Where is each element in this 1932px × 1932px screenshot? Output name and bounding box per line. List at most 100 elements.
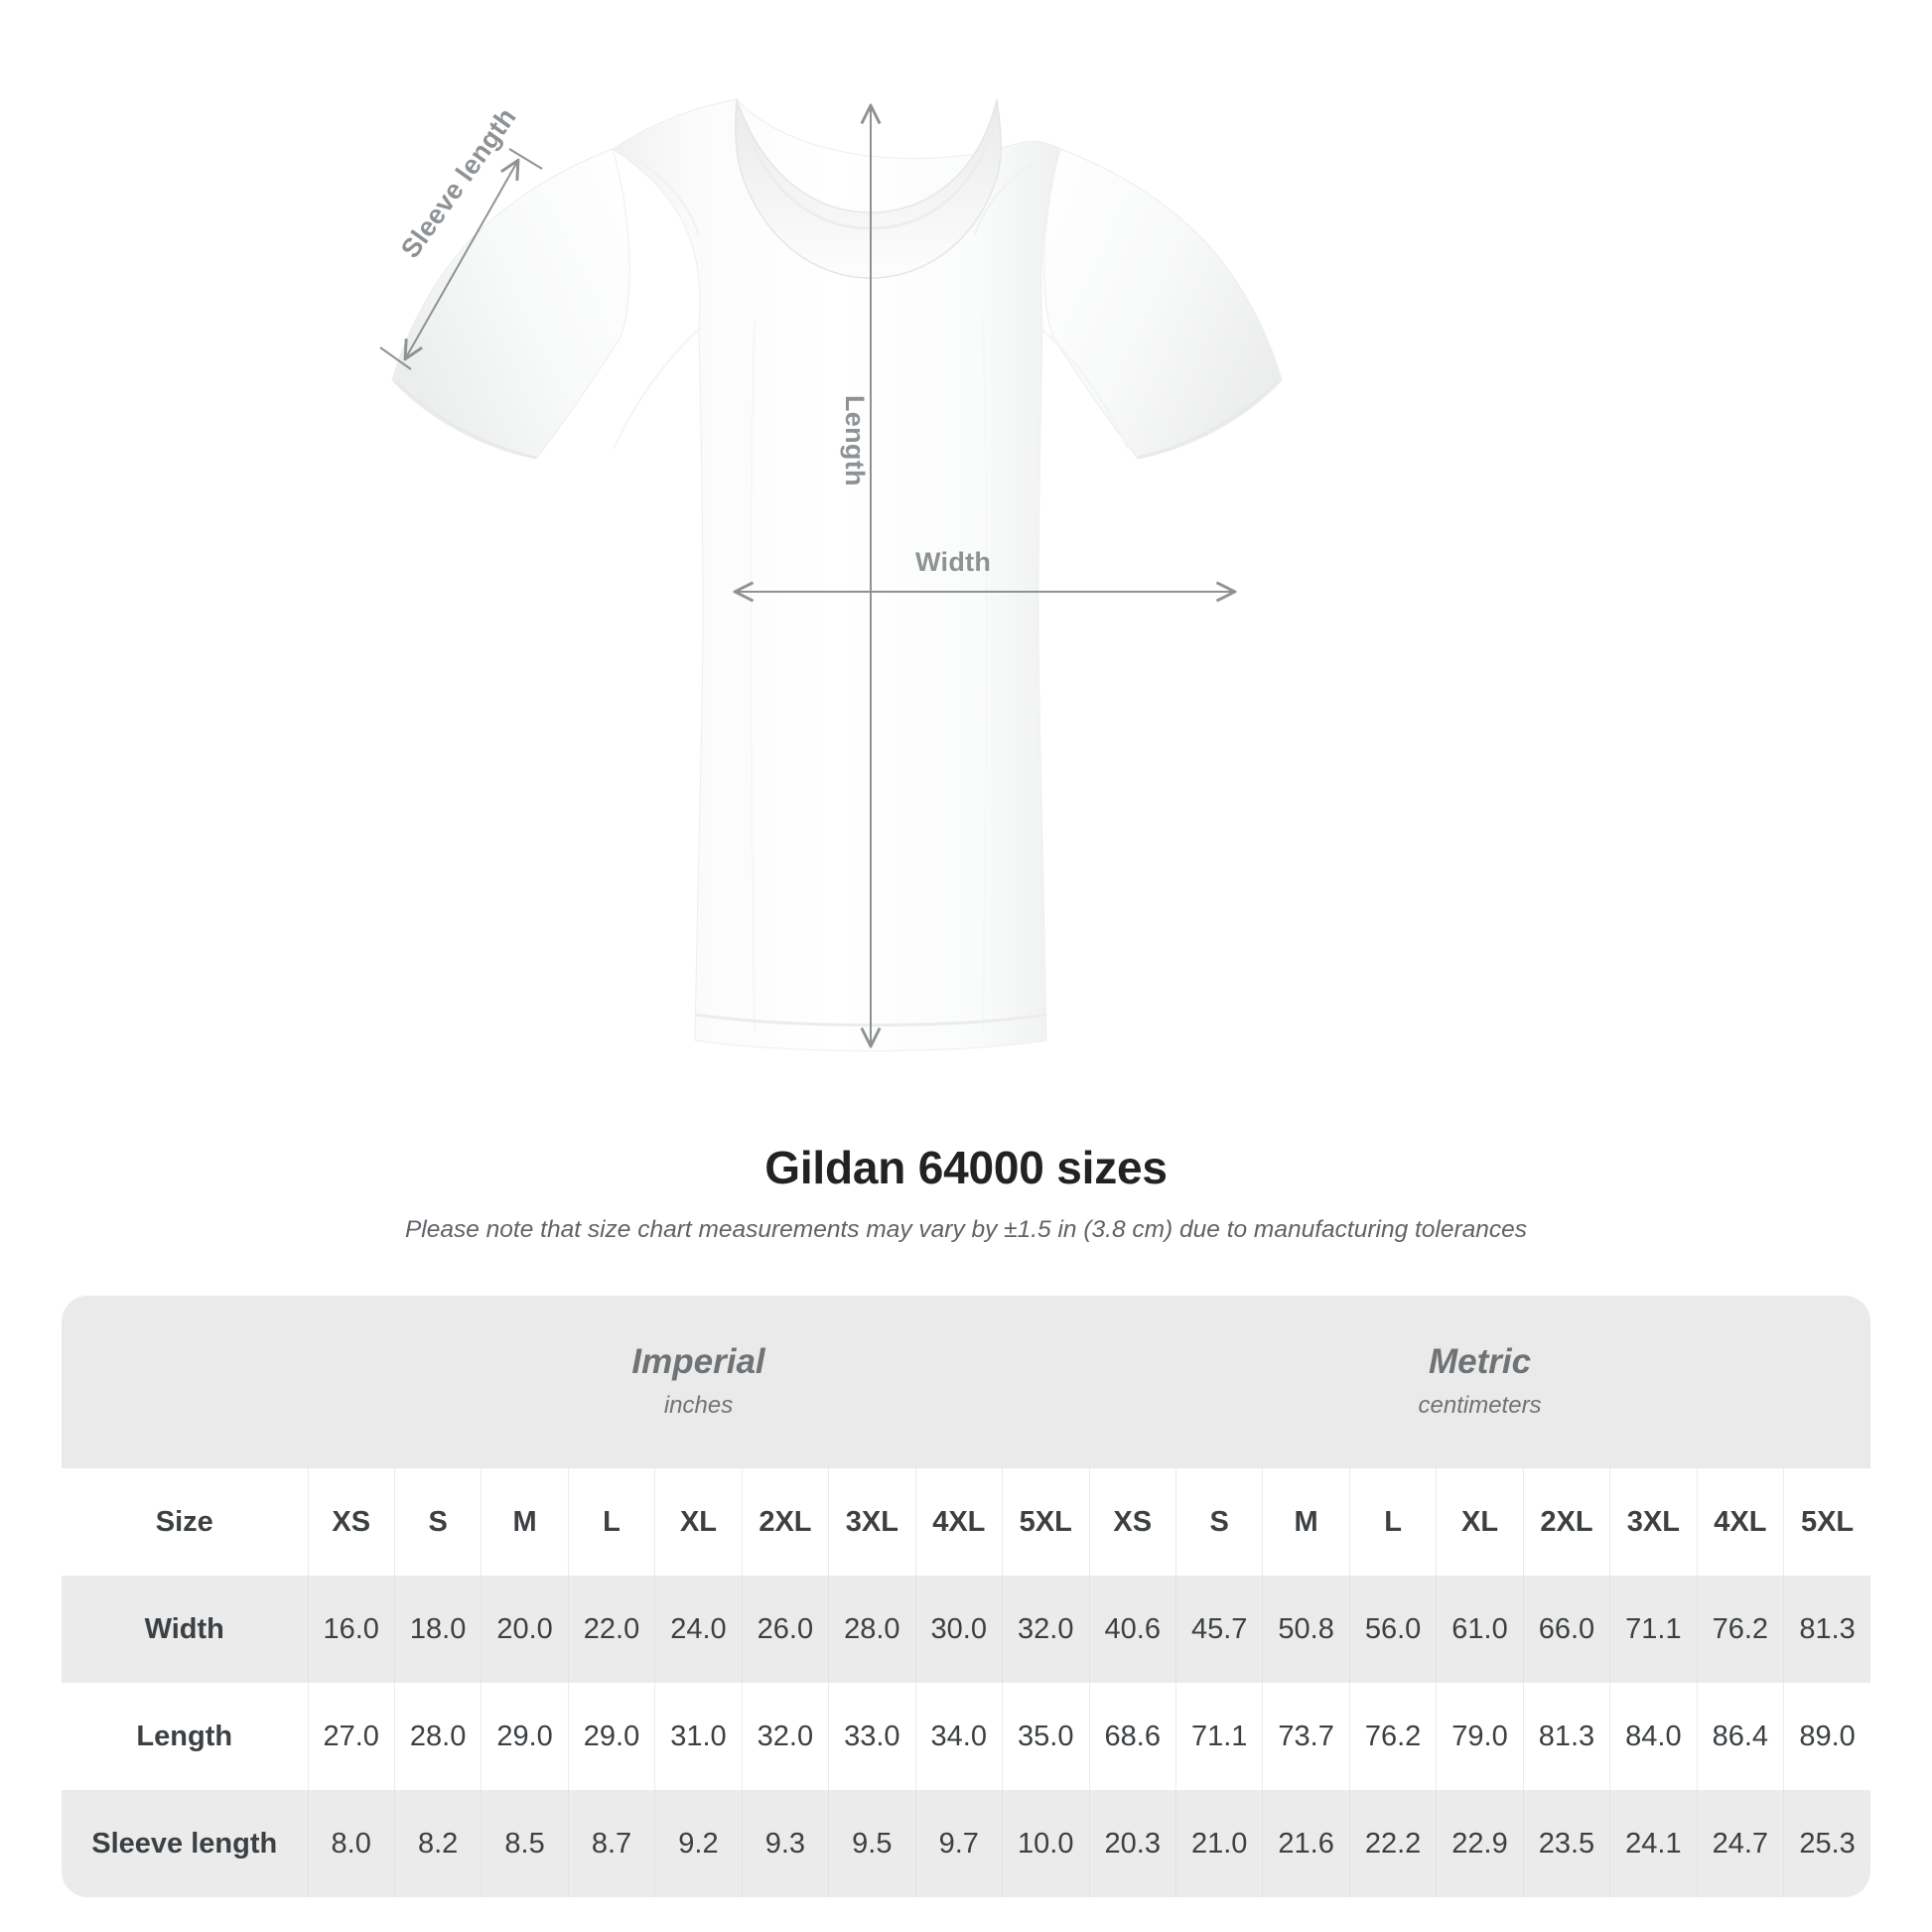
measurement-cell: 29.0 xyxy=(568,1683,656,1790)
size-table: Imperial inches Metric centimeters Size XS S M L… xyxy=(62,1296,1870,1897)
size-header-label: Size xyxy=(62,1468,309,1576)
measurement-cell: 16.0 xyxy=(308,1576,395,1683)
measurement-cell: 50.8 xyxy=(1262,1576,1350,1683)
size-header-cell: S xyxy=(394,1468,483,1576)
width-label: Width xyxy=(915,547,992,577)
measurement-cell: 61.0 xyxy=(1436,1576,1524,1683)
tolerance-note: Please note that size chart measurements… xyxy=(404,1216,1528,1243)
measurement-cell: 30.0 xyxy=(915,1576,1004,1683)
measurement-cell: 21.6 xyxy=(1262,1790,1350,1897)
length-label: Length xyxy=(840,395,870,486)
size-header-cell: 3XL xyxy=(1609,1468,1698,1576)
size-header-cell: 5XL xyxy=(1002,1468,1090,1576)
size-header-cell: 4XL xyxy=(915,1468,1004,1576)
measurement-cell: 8.0 xyxy=(308,1790,395,1897)
table-row: Sleeve length 8.0 8.2 8.5 8.7 9.2 9.3 9.5 9.7 10.… xyxy=(62,1790,1870,1897)
measurement-cell: 56.0 xyxy=(1349,1576,1438,1683)
size-header-cell: M xyxy=(1262,1468,1350,1576)
unit-row-spacer xyxy=(62,1296,308,1468)
measurement-cell: 9.2 xyxy=(654,1790,743,1897)
unit-group-imperial: Imperial inches xyxy=(308,1296,1090,1468)
size-header-row: Size XS S M L XL 2XL 3XL 4XL 5XL XS S M L XL 2XL 3XL 4XL 5… xyxy=(62,1468,1870,1576)
size-header-cell: XS xyxy=(1089,1468,1176,1576)
sleeve-tick-bottom xyxy=(379,346,412,370)
sleeve-arrow xyxy=(406,162,517,357)
measurement-cell: 9.3 xyxy=(742,1790,830,1897)
measurement-cell: 28.0 xyxy=(828,1576,916,1683)
measurement-cell: 32.0 xyxy=(1002,1576,1090,1683)
tshirt-illustration xyxy=(379,98,1283,1051)
measurement-cell: 35.0 xyxy=(1002,1683,1090,1790)
measurement-cell: 71.1 xyxy=(1175,1683,1264,1790)
measurement-cell: 81.3 xyxy=(1523,1683,1611,1790)
size-header-cell: L xyxy=(1349,1468,1438,1576)
unit-group-name: Metric xyxy=(1428,1342,1532,1381)
measurement-cell: 76.2 xyxy=(1697,1576,1785,1683)
size-header-cell: XS xyxy=(308,1468,395,1576)
measurement-cell: 34.0 xyxy=(915,1683,1004,1790)
measurement-cell: 27.0 xyxy=(308,1683,395,1790)
measurement-cell: 25.3 xyxy=(1783,1790,1870,1897)
unit-group-unit: inches xyxy=(663,1392,734,1419)
measurement-cell: 26.0 xyxy=(742,1576,830,1683)
size-chart-block: Gildan 64000 sizes Please note that size… xyxy=(0,1112,1932,1897)
measurement-cell: 76.2 xyxy=(1349,1683,1438,1790)
row-label: Length xyxy=(62,1683,309,1790)
measurement-cell: 81.3 xyxy=(1783,1576,1870,1683)
measurement-cell: 8.5 xyxy=(481,1790,569,1897)
measurement-cell: 86.4 xyxy=(1697,1683,1785,1790)
garment-shape xyxy=(391,98,1283,1051)
measurement-cell: 24.1 xyxy=(1609,1790,1698,1897)
measurement-cell: 66.0 xyxy=(1523,1576,1611,1683)
measurement-cell: 84.0 xyxy=(1609,1683,1698,1790)
size-header-cell: 3XL xyxy=(828,1468,916,1576)
measurement-cell: 71.1 xyxy=(1609,1576,1698,1683)
row-label: Sleeve length xyxy=(62,1790,309,1897)
measurement-cell: 22.2 xyxy=(1349,1790,1438,1897)
measurement-cell: 31.0 xyxy=(654,1683,743,1790)
measurement-cell: 9.7 xyxy=(915,1790,1004,1897)
size-table-container: Imperial inches Metric centimeters Size XS S M L… xyxy=(62,1296,1870,1897)
unit-group-name: Imperial xyxy=(631,1342,765,1381)
measurement-cell: 28.0 xyxy=(394,1683,483,1790)
size-header-cell: XL xyxy=(654,1468,743,1576)
size-header-cell: 5XL xyxy=(1783,1468,1870,1576)
unit-group-row: Imperial inches Metric centimeters xyxy=(62,1296,1870,1468)
measurement-cell: 24.0 xyxy=(654,1576,743,1683)
measurement-cell: 23.5 xyxy=(1523,1790,1611,1897)
size-header-cell: XL xyxy=(1436,1468,1524,1576)
size-header-cell: S xyxy=(1175,1468,1264,1576)
measurement-cell: 10.0 xyxy=(1002,1790,1090,1897)
measurement-cell: 21.0 xyxy=(1175,1790,1264,1897)
measurement-cell: 79.0 xyxy=(1436,1683,1524,1790)
tshirt-diagram: Sleeve length Length Width xyxy=(379,98,1283,1051)
size-header-cell: M xyxy=(481,1468,569,1576)
measurement-cell: 8.7 xyxy=(568,1790,656,1897)
measurement-cell: 22.9 xyxy=(1436,1790,1524,1897)
unit-group-metric: Metric centimeters xyxy=(1089,1296,1870,1468)
table-row: Length 27.0 28.0 29.0 29.0 31.0 32.0 33.0 34.0 35… xyxy=(62,1683,1870,1790)
measurement-cell: 20.0 xyxy=(481,1576,569,1683)
page-title: Gildan 64000 sizes xyxy=(764,1142,1168,1193)
measurement-cell: 45.7 xyxy=(1175,1576,1264,1683)
measurement-cell: 24.7 xyxy=(1697,1790,1785,1897)
size-header-cell: 4XL xyxy=(1697,1468,1785,1576)
table-row: Width 16.0 18.0 20.0 22.0 24.0 26.0 28.0 30.0 32.… xyxy=(62,1576,1870,1683)
measurement-cell: 40.6 xyxy=(1089,1576,1176,1683)
measurement-cell: 18.0 xyxy=(394,1576,483,1683)
measurement-cell: 8.2 xyxy=(394,1790,483,1897)
measurement-cell: 32.0 xyxy=(742,1683,830,1790)
sleeve-tick-top xyxy=(508,148,543,170)
size-header-cell: 2XL xyxy=(742,1468,830,1576)
measurement-cell: 33.0 xyxy=(828,1683,916,1790)
size-header-cell: 2XL xyxy=(1523,1468,1611,1576)
measurement-cell: 68.6 xyxy=(1089,1683,1176,1790)
measurement-cell: 89.0 xyxy=(1783,1683,1870,1790)
measurement-cell: 73.7 xyxy=(1262,1683,1350,1790)
measurement-cell: 9.5 xyxy=(828,1790,916,1897)
measurement-cell: 22.0 xyxy=(568,1576,656,1683)
measurement-cell: 29.0 xyxy=(481,1683,569,1790)
unit-group-unit: centimeters xyxy=(1418,1392,1542,1419)
measurement-cell: 20.3 xyxy=(1089,1790,1176,1897)
row-label: Width xyxy=(62,1576,309,1683)
